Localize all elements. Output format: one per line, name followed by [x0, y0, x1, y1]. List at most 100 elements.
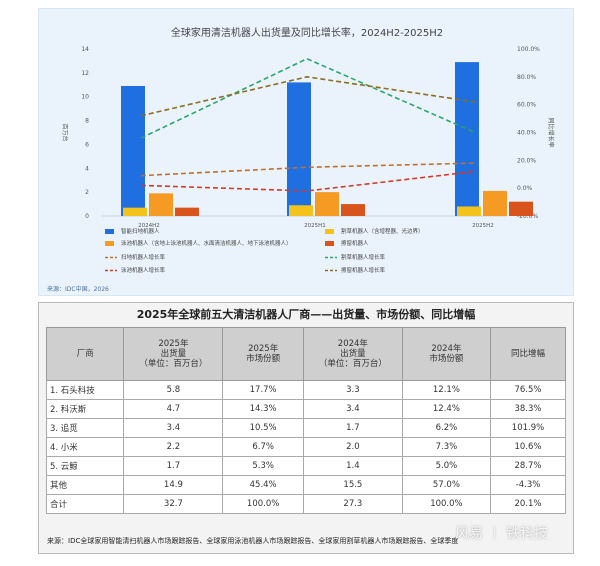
- bar-4: [341, 204, 365, 216]
- table-cell: 57.0%: [401, 475, 492, 495]
- column-header-line: 市场份额: [246, 354, 281, 364]
- table-row: 合计 32.7 100.0% 27.3 100.0% 20.1%: [45, 494, 566, 514]
- table-cell: 76.5%: [490, 380, 566, 400]
- table-cell: 14.3%: [222, 399, 304, 419]
- legend-label: 智能扫地机器人: [121, 227, 160, 235]
- column-header-line: （单位：百万台）: [318, 359, 387, 370]
- table-cell: 3.3: [302, 380, 403, 400]
- column-header: 2024年 市场份额: [401, 327, 492, 381]
- y-left-tick-label: 4: [85, 165, 89, 172]
- table-cell: 14.9: [123, 475, 224, 495]
- table-title: 2025年全球前五大清洁机器人厂商——出货量、市场份额、同比增幅: [136, 308, 476, 321]
- table-cell: 1.7: [123, 456, 224, 476]
- table-cell: 5. 云鲸: [45, 456, 125, 476]
- table-panel: 2025年全球前五大清洁机器人厂商——出货量、市场份额、同比增幅 厂商 2025年…: [38, 302, 574, 554]
- bar-4: [175, 207, 199, 216]
- legend-swatch: [325, 229, 334, 234]
- legend-label: 割草机器人增长率: [341, 253, 386, 261]
- y-right-tick-label: 60.0%: [517, 102, 536, 109]
- column-header-line: （单位：百万台）: [139, 359, 208, 370]
- table-cell: -4.3%: [490, 475, 566, 495]
- y-left-tick-label: 12: [81, 70, 89, 77]
- column-header: 厂商: [45, 327, 125, 381]
- table-cell: 28.7%: [490, 456, 566, 476]
- column-header-line: 2025年: [158, 338, 189, 349]
- column-header-line: 同比增幅: [510, 348, 545, 359]
- table-cell: 2.2: [123, 437, 224, 457]
- bar-2: [123, 207, 147, 216]
- y-left-tick-label: 8: [85, 118, 89, 125]
- growth-line-2: [140, 57, 476, 139]
- table-row: 其他 14.9 45.4% 15.5 57.0% -4.3%: [45, 475, 566, 495]
- legend-label: 擦窗机器人增长率: [341, 266, 386, 274]
- y-left-tick-label: 14: [81, 46, 89, 53]
- table-cell: 10.5%: [222, 418, 304, 438]
- table-cell: 45.4%: [222, 475, 304, 495]
- x-tick-label: 2025H2: [472, 223, 494, 229]
- table-row: 1. 石头科技 5.8 17.7% 3.3 12.1% 76.5%: [45, 380, 566, 400]
- y-left-axis-label: 百万台: [61, 123, 69, 141]
- legend-label: 泳池机器人（含地上泳池机器人、水面清洁机器人、地下泳池机器人）: [121, 239, 292, 247]
- y-right-tick-label: 40.0%: [517, 130, 536, 137]
- chart: 全球家用清洁机器人出货量及同比增长率，2024H2-2025H2 0 2 4 6 8 10 1…: [61, 26, 555, 274]
- bar-3: [315, 192, 339, 216]
- table-header-row: 厂商 2025年 出货量 （单位：百万台） 2025年 市场份额 2024年 出货量 （单位：百…: [45, 327, 566, 381]
- chart-panel: 全球家用清洁机器人出货量及同比增长率，2024H2-2025H2 0 2 4 6 8 10 1…: [38, 8, 574, 296]
- table-cell: 合计: [45, 494, 125, 514]
- y-right-tick-label: -20.0%: [517, 213, 539, 220]
- bar-3: [149, 193, 173, 216]
- bar-1: [287, 82, 311, 217]
- column-header-line: 2024年: [431, 343, 462, 354]
- column-header: 同比增幅: [490, 327, 566, 381]
- y-right-tick-label: 100.0%: [517, 46, 540, 53]
- table-cell: 1.7: [302, 418, 403, 438]
- bar-2: [289, 205, 313, 216]
- table-row: 2. 科沃斯 4.7 14.3% 3.4 12.4% 38.3%: [45, 399, 566, 419]
- x-tick-label: 2024H2: [138, 223, 160, 229]
- table-cell: 5.8: [123, 380, 224, 400]
- column-header-line: 市场份额: [429, 354, 464, 364]
- y-left-tick-label: 10: [81, 94, 89, 101]
- table-source: 来源：IDC全球家用智能清扫机器人市场跟踪报告、全球家用泳池机器人市场跟踪报告、…: [47, 537, 459, 545]
- table-cell: 12.1%: [401, 380, 492, 400]
- table-cell: 3.4: [123, 418, 224, 438]
- column-header-line: 厂商: [76, 348, 94, 359]
- bar-1: [121, 85, 145, 216]
- table-cell: 15.5: [302, 475, 403, 495]
- table-cell: 4. 小米: [45, 437, 125, 457]
- column-header: 2025年 出货量 （单位：百万台）: [123, 327, 224, 381]
- table-cell: 27.3: [302, 494, 403, 514]
- x-tick-label: 2025H1: [304, 223, 326, 229]
- legend-swatch: [105, 241, 114, 246]
- legend-label: 泳池机器人增长率: [121, 266, 166, 274]
- table-cell: 101.9%: [490, 418, 566, 438]
- table-cell: 6.7%: [222, 437, 304, 457]
- legend-swatch: [325, 241, 334, 246]
- table-cell: 2.0: [302, 437, 403, 457]
- legend-label: 割草机器人（含增程器、光边界）: [341, 227, 424, 235]
- table-cell: 5.0%: [401, 456, 492, 476]
- column-header-line: 2024年: [337, 338, 368, 349]
- bar-2: [457, 206, 481, 216]
- column-header-line: 出货量: [160, 348, 187, 359]
- watermark: 风易 ｜ 铁科技: [455, 526, 548, 542]
- table-cell: 10.6%: [490, 437, 566, 457]
- y-left-tick-label: 0: [85, 213, 89, 220]
- table-row: 4. 小米 2.2 6.7% 2.0 7.3% 10.6%: [45, 437, 566, 457]
- table-cell: 100.0%: [401, 494, 492, 514]
- table-cell: 100.0%: [222, 494, 304, 514]
- table-cell: 12.4%: [401, 399, 492, 419]
- table-cell: 7.3%: [401, 437, 492, 457]
- chart-source: 来源：IDC中国，2026: [47, 286, 109, 293]
- table-cell: 20.1%: [490, 494, 566, 514]
- bar-3: [483, 190, 507, 216]
- table-cell: 2. 科沃斯: [45, 399, 125, 419]
- table-row: 5. 云鲸 1.7 5.3% 1.4 5.0% 28.7%: [45, 456, 566, 476]
- table-body: 1. 石头科技 5.8 17.7% 3.3 12.1% 76.5% 2. 科沃斯 4.7 14.…: [45, 380, 566, 514]
- legend-swatch: [105, 229, 114, 234]
- table-cell: 32.7: [123, 494, 224, 514]
- table-cell: 1.4: [302, 456, 403, 476]
- table-cell: 4.7: [123, 399, 224, 419]
- table-row: 3. 追觅 3.4 10.5% 1.7 6.2% 101.9%: [45, 418, 566, 438]
- y-right-tick-label: 80.0%: [517, 74, 536, 81]
